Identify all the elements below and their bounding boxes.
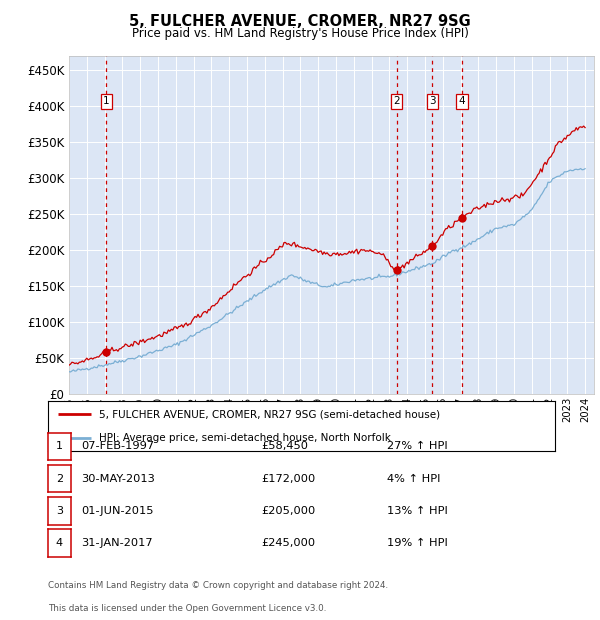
Text: 4: 4 <box>56 538 63 548</box>
Text: 13% ↑ HPI: 13% ↑ HPI <box>387 506 448 516</box>
Text: 1: 1 <box>56 441 63 451</box>
Text: £172,000: £172,000 <box>261 474 315 484</box>
Text: 1: 1 <box>103 97 110 107</box>
Text: HPI: Average price, semi-detached house, North Norfolk: HPI: Average price, semi-detached house,… <box>98 433 391 443</box>
Text: 4: 4 <box>458 97 465 107</box>
Text: 5, FULCHER AVENUE, CROMER, NR27 9SG (semi-detached house): 5, FULCHER AVENUE, CROMER, NR27 9SG (sem… <box>98 409 440 419</box>
Text: Price paid vs. HM Land Registry's House Price Index (HPI): Price paid vs. HM Land Registry's House … <box>131 27 469 40</box>
Text: 2: 2 <box>394 97 400 107</box>
Text: 5, FULCHER AVENUE, CROMER, NR27 9SG: 5, FULCHER AVENUE, CROMER, NR27 9SG <box>129 14 471 29</box>
Text: 31-JAN-2017: 31-JAN-2017 <box>81 538 152 548</box>
Text: 07-FEB-1997: 07-FEB-1997 <box>81 441 154 451</box>
Text: Contains HM Land Registry data © Crown copyright and database right 2024.: Contains HM Land Registry data © Crown c… <box>48 581 388 590</box>
Text: This data is licensed under the Open Government Licence v3.0.: This data is licensed under the Open Gov… <box>48 603 326 613</box>
Text: 30-MAY-2013: 30-MAY-2013 <box>81 474 155 484</box>
Text: 4% ↑ HPI: 4% ↑ HPI <box>387 474 440 484</box>
Text: 2: 2 <box>56 474 63 484</box>
Text: £58,450: £58,450 <box>261 441 308 451</box>
Text: £205,000: £205,000 <box>261 506 315 516</box>
Text: £245,000: £245,000 <box>261 538 315 548</box>
Text: 27% ↑ HPI: 27% ↑ HPI <box>387 441 448 451</box>
Text: 3: 3 <box>429 97 436 107</box>
Text: 3: 3 <box>56 506 63 516</box>
Text: 19% ↑ HPI: 19% ↑ HPI <box>387 538 448 548</box>
Text: 01-JUN-2015: 01-JUN-2015 <box>81 506 154 516</box>
